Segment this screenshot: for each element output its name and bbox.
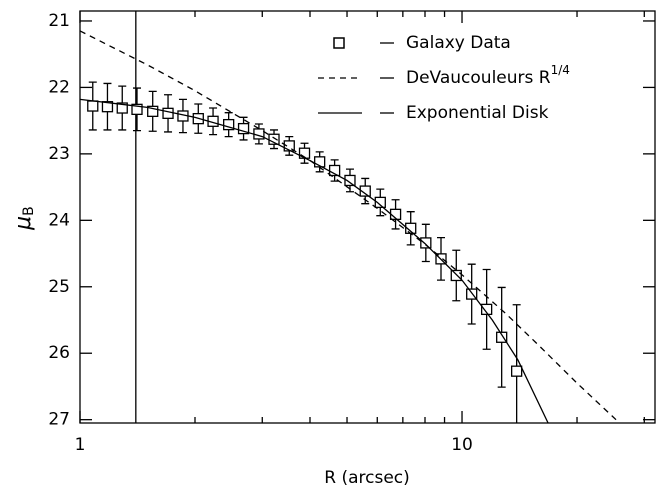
x-tick-label: 1 [75, 435, 86, 455]
data-point [116, 102, 128, 114]
y-tick-label: 27 [48, 410, 70, 430]
legend-name: DeVaucouleurs R [406, 68, 551, 88]
y-tick-label: 21 [48, 11, 70, 31]
legend-name: Exponential Disk [406, 103, 549, 123]
legend-marker [333, 37, 345, 49]
data-point [450, 269, 462, 282]
y-tick-label: 26 [48, 343, 70, 363]
y-tick-label: 23 [48, 144, 70, 164]
model-line [80, 98, 549, 423]
data-point [223, 118, 235, 131]
data-point [283, 140, 295, 152]
data-point [359, 185, 371, 197]
data-point [480, 303, 493, 316]
y-tick-label: 25 [48, 277, 70, 297]
data-point [237, 122, 250, 135]
legend-label: Exponential Disk [406, 103, 549, 123]
data-point [420, 237, 432, 249]
data-point [131, 103, 143, 115]
y-tick-label: 22 [48, 77, 70, 97]
data-point [496, 331, 508, 343]
y-tick-label: 24 [48, 210, 70, 230]
data-point [374, 196, 386, 209]
legend-sup: 1/4 [551, 63, 570, 77]
data-point [253, 128, 265, 140]
data-point [344, 174, 356, 187]
legend-name: Galaxy Data [406, 33, 511, 53]
data-point [101, 101, 114, 113]
y-label-sub: B [21, 206, 37, 216]
legend-label: DeVaucouleurs R1/4 [406, 63, 570, 89]
data-point [87, 100, 99, 112]
legend-label: Galaxy Data [406, 33, 511, 53]
plot-frame [79, 10, 656, 424]
data-point [162, 107, 174, 119]
x-axis-label: R (arcsec) [324, 468, 410, 488]
data-point [511, 365, 523, 377]
data-point [147, 105, 159, 117]
y-label-main: μ [11, 216, 36, 231]
data-point [466, 288, 478, 300]
x-tick-label: 10 [451, 435, 473, 455]
model-line [80, 30, 617, 421]
plot-area [80, 30, 617, 423]
y-axis-label: μB [11, 206, 37, 231]
